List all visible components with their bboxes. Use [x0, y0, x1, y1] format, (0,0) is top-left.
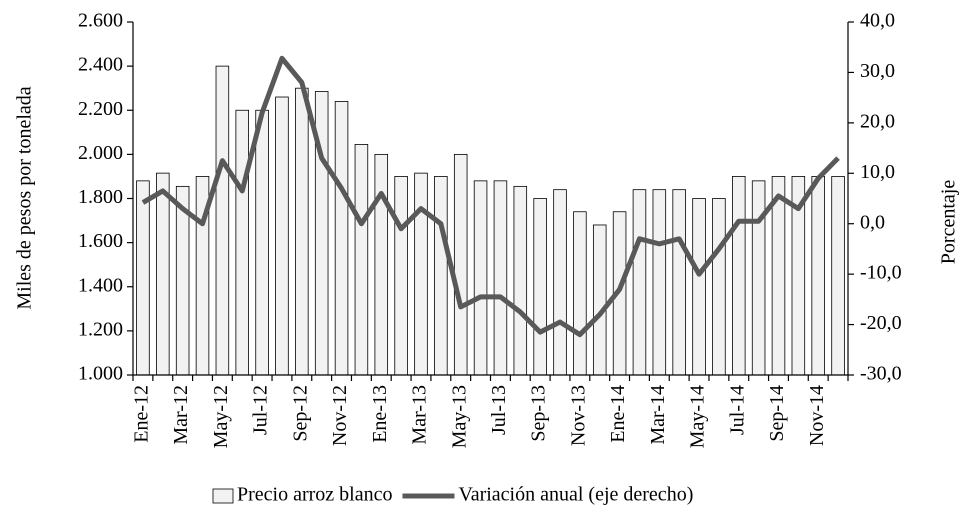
bar — [533, 198, 547, 376]
y2-tick-label: 30,0 — [860, 60, 895, 82]
bar — [771, 176, 786, 376]
y2-axis-title: Porcentaje — [938, 180, 960, 265]
y2-tick-label: 40,0 — [860, 10, 895, 32]
bar — [811, 176, 825, 376]
x-tick-label: Ene-13 — [369, 385, 391, 443]
bar — [632, 189, 647, 376]
x-tick-label: Jul-13 — [488, 385, 510, 435]
x-tick-label: Sep-13 — [528, 385, 550, 442]
bar — [592, 224, 607, 376]
bar — [712, 198, 726, 376]
y2-tick-label: 10,0 — [860, 161, 895, 183]
y-tick-label: 1.200 — [78, 318, 123, 340]
line — [141, 55, 840, 338]
y2-tick-label: -20,0 — [860, 312, 902, 334]
y2-tick-label: 20,0 — [860, 110, 895, 132]
x-tick-label: Ene-14 — [607, 385, 629, 443]
bar — [453, 153, 468, 376]
x-tick-label: May-13 — [448, 385, 470, 448]
bar — [156, 172, 170, 376]
y2-tick-label: -10,0 — [860, 262, 902, 284]
bar — [235, 109, 249, 376]
bar — [374, 153, 389, 376]
x-tick-label: Nov-12 — [329, 385, 351, 446]
bar — [573, 211, 587, 376]
bar — [473, 180, 488, 376]
legend-label: Precio arroz blanco — [237, 484, 392, 506]
bar — [692, 198, 706, 376]
y2-tick-label: 0,0 — [860, 211, 885, 233]
y2-tick-label: -30,0 — [860, 363, 902, 385]
legend-swatch — [212, 488, 234, 504]
x-tick-label: Nov-13 — [567, 385, 589, 446]
x-tick-label: Sep-14 — [766, 385, 788, 442]
y-tick-label: 1.000 — [78, 363, 123, 385]
bar — [334, 101, 349, 376]
bar — [434, 176, 448, 376]
x-tick-label: May-12 — [210, 385, 232, 448]
y-axis-title: Miles de pesos por tonelada — [14, 86, 36, 309]
bar — [215, 65, 230, 376]
y-tick-label: 1.800 — [78, 186, 123, 208]
bar — [493, 180, 508, 376]
bar — [354, 144, 369, 376]
bar — [414, 172, 428, 376]
x-tick-label: Nov-14 — [806, 385, 828, 446]
bar — [513, 185, 528, 376]
y-tick-label: 2.000 — [78, 142, 123, 164]
x-tick-label: Ene-12 — [131, 385, 153, 443]
bar — [652, 189, 667, 376]
x-tick-label: Mar-14 — [647, 385, 669, 445]
x-tick-label: Mar-12 — [170, 385, 192, 445]
x-tick-label: Mar-13 — [409, 385, 431, 445]
x-tick-label: Sep-12 — [289, 385, 311, 442]
bar — [831, 176, 845, 376]
y-tick-label: 1.600 — [78, 230, 123, 252]
bar — [255, 109, 269, 376]
x-tick-label: May-14 — [687, 385, 709, 448]
bar — [553, 189, 567, 376]
bar — [136, 180, 150, 376]
x-tick-label: Jul-14 — [726, 385, 748, 435]
y-tick-label: 2.600 — [78, 10, 123, 32]
y-tick-label: 2.400 — [78, 54, 123, 76]
legend-label: Variación anual (eje derecho) — [458, 484, 693, 506]
bar — [295, 87, 309, 376]
bar — [394, 176, 408, 376]
bar — [751, 180, 766, 376]
y-tick-label: 2.200 — [78, 98, 123, 120]
y-tick-label: 1.400 — [78, 274, 123, 296]
bar — [275, 96, 289, 376]
x-tick-label: Jul-12 — [250, 385, 272, 435]
bar — [672, 189, 686, 376]
bar — [732, 176, 746, 376]
